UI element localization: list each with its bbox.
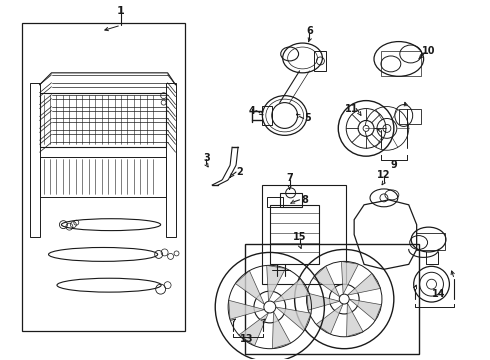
Bar [280, 193, 301, 207]
Polygon shape [307, 293, 340, 310]
Text: 15: 15 [293, 231, 306, 242]
Text: 13: 13 [240, 334, 254, 344]
Bar [40, 93, 166, 147]
Polygon shape [347, 274, 380, 295]
Bar [381, 51, 420, 76]
Polygon shape [276, 307, 311, 331]
Text: 8: 8 [301, 195, 308, 205]
Polygon shape [346, 303, 363, 337]
Bar [262, 105, 272, 125]
Polygon shape [273, 279, 310, 302]
Text: 9: 9 [391, 160, 397, 170]
Text: 14: 14 [432, 289, 445, 299]
Text: 5: 5 [304, 113, 311, 123]
Text: 12: 12 [377, 170, 391, 180]
Text: 1: 1 [117, 6, 125, 16]
Text: 10: 10 [422, 46, 435, 56]
Bar [399, 109, 420, 125]
Text: 7: 7 [286, 173, 293, 183]
Circle shape [264, 301, 276, 313]
Bar [315, 51, 326, 71]
Polygon shape [272, 312, 291, 348]
Polygon shape [313, 266, 340, 297]
Text: 2: 2 [237, 167, 244, 177]
Bar [22, 23, 185, 331]
Bar [267, 197, 283, 207]
Bar [245, 244, 418, 354]
Polygon shape [267, 265, 286, 301]
Polygon shape [229, 300, 265, 319]
Bar [166, 83, 175, 237]
Polygon shape [235, 271, 265, 305]
Bar [416, 233, 445, 251]
Bar [270, 205, 319, 264]
Polygon shape [316, 304, 343, 334]
Text: 6: 6 [306, 26, 313, 36]
Text: 4: 4 [248, 105, 255, 116]
Circle shape [363, 125, 369, 131]
Polygon shape [342, 261, 359, 294]
Text: 3: 3 [203, 153, 210, 163]
Bar [40, 157, 166, 197]
Bar [262, 185, 346, 284]
Polygon shape [239, 313, 269, 346]
Polygon shape [349, 299, 382, 321]
Circle shape [339, 294, 349, 304]
Bar [30, 83, 40, 237]
Text: 11: 11 [345, 104, 359, 113]
